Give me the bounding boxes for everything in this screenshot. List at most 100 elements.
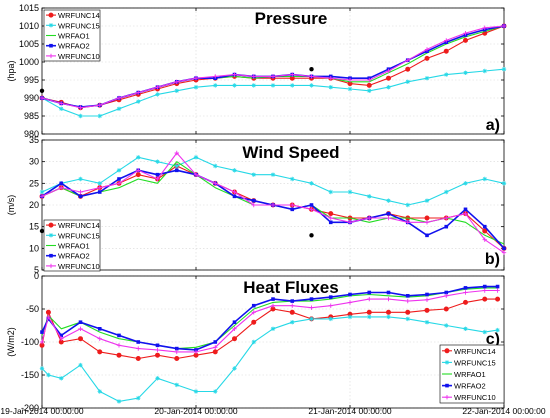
chart-title: Pressure	[255, 9, 328, 28]
data-point	[270, 303, 276, 308]
x-tick-label: 19-Jan-2014 00:00:00	[0, 406, 83, 416]
data-point	[193, 349, 199, 355]
data-point	[367, 296, 372, 302]
data-point	[443, 306, 449, 312]
data-point	[444, 224, 449, 229]
data-point	[482, 68, 487, 74]
data-point	[59, 106, 64, 111]
data-point	[174, 356, 180, 361]
data-point	[174, 163, 179, 169]
data-point	[424, 297, 430, 302]
data-point	[59, 336, 64, 341]
series-WRFUNC15	[39, 314, 500, 404]
data-point	[405, 79, 410, 84]
data-point	[271, 297, 275, 301]
legend-label: WRFUNC15	[58, 21, 100, 30]
data-point	[347, 220, 353, 225]
y-tick-label: 990	[24, 93, 39, 103]
data-point	[386, 309, 391, 315]
data-point	[136, 99, 141, 104]
data-point	[347, 300, 353, 305]
legend-marker	[48, 263, 54, 269]
data-point	[232, 83, 237, 88]
data-point	[136, 168, 141, 173]
legend-label: WRFAO1	[58, 242, 90, 251]
data-point	[424, 55, 430, 61]
data-point	[367, 88, 372, 93]
data-point	[59, 101, 64, 106]
data-point	[213, 83, 218, 88]
data-point	[482, 296, 488, 302]
data-point	[232, 194, 237, 199]
data-point	[59, 333, 64, 338]
data-point	[155, 159, 160, 164]
legend-marker	[48, 233, 54, 238]
data-point	[232, 320, 237, 324]
data-point	[116, 352, 122, 358]
data-point	[463, 290, 468, 295]
data-point	[251, 83, 256, 88]
legend-label: WRFAO2	[454, 382, 486, 391]
legend-label: WRFUNC14	[454, 347, 496, 356]
legend-marker	[48, 23, 54, 28]
series-WRFAO1	[41, 287, 498, 350]
data-point	[97, 349, 103, 355]
data-point	[309, 181, 314, 186]
y-tick-label: 30	[29, 157, 39, 167]
data-point	[328, 220, 333, 225]
data-point	[78, 176, 83, 182]
data-point	[425, 233, 429, 238]
data-point	[78, 194, 83, 199]
legend-label: WRFAO2	[58, 252, 90, 261]
data-point	[193, 389, 199, 394]
data-point	[136, 90, 141, 95]
data-point	[232, 189, 237, 195]
data-point	[136, 155, 141, 160]
series-line	[41, 156, 505, 206]
data-point	[78, 326, 83, 331]
data-point	[78, 336, 83, 342]
data-point	[425, 292, 429, 297]
data-point	[59, 376, 64, 381]
data-point	[213, 181, 218, 186]
data-point	[289, 309, 295, 315]
data-point	[155, 85, 160, 90]
data-point	[495, 284, 500, 289]
data-point	[251, 310, 256, 315]
data-point	[116, 106, 122, 111]
data-point	[347, 86, 353, 92]
data-point	[309, 305, 314, 310]
data-point	[39, 95, 45, 101]
data-point	[78, 113, 83, 119]
data-point	[366, 309, 372, 315]
legend-label: WRFAO1	[454, 370, 486, 379]
data-point	[78, 362, 83, 368]
data-point	[251, 74, 256, 79]
legend-marker	[48, 222, 54, 228]
data-point	[78, 105, 83, 110]
data-point	[40, 330, 44, 334]
data-point	[45, 309, 51, 315]
data-point	[290, 207, 295, 212]
data-point	[501, 250, 507, 255]
data-point	[59, 185, 64, 190]
legend-label: WRFUNC10	[58, 262, 100, 271]
data-point	[444, 215, 449, 221]
y-tick-label: 15	[29, 222, 39, 232]
data-point	[213, 340, 218, 344]
y-tick-label: 985	[24, 111, 39, 121]
data-point	[309, 74, 314, 79]
y-tick-label: -150	[21, 370, 39, 380]
data-point	[155, 343, 160, 348]
data-point	[117, 177, 121, 181]
data-point	[501, 23, 507, 29]
legend-label: WRFAO1	[58, 32, 90, 41]
data-point	[495, 288, 500, 293]
data-point	[328, 189, 333, 195]
data-point	[174, 382, 179, 388]
y-tick-label: 25	[29, 178, 39, 188]
data-point	[270, 202, 276, 208]
series-line	[41, 285, 498, 351]
data-point	[386, 198, 391, 203]
series-line	[41, 298, 498, 360]
